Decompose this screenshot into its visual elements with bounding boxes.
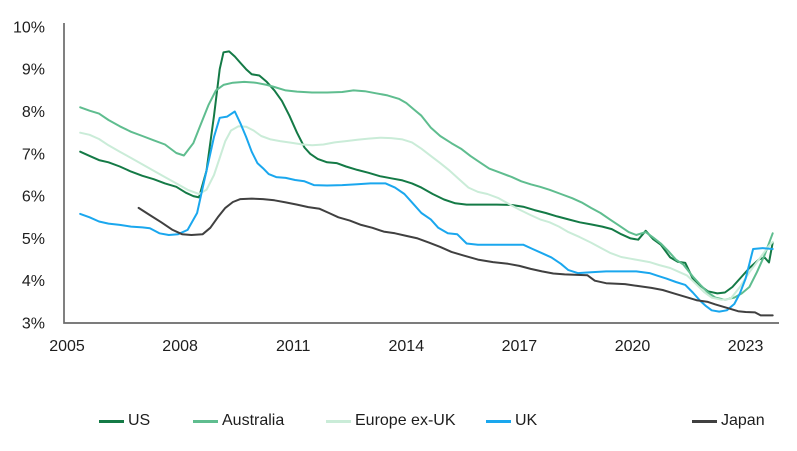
legend-item-japan: Japan — [692, 411, 765, 431]
legend-swatch-europe-ex-uk — [326, 419, 351, 423]
legend-label-australia: Australia — [222, 412, 285, 429]
legend-item-uk: UK — [486, 411, 537, 431]
y-axis-tick-label: 9% — [22, 62, 45, 79]
legend-swatch-japan — [692, 419, 717, 423]
series-line-europe-ex-uk — [79, 125, 774, 301]
series-line-australia — [79, 80, 774, 301]
series-line-us — [79, 50, 774, 295]
x-axis-tick-label: 2011 — [276, 338, 311, 355]
y-axis-tick-label: 5% — [22, 231, 45, 248]
x-axis-tick-label: 2008 — [162, 338, 198, 355]
y-axis-tick-label: 3% — [22, 316, 45, 333]
legend-item-us: US — [99, 411, 150, 431]
legend-item-australia: Australia — [193, 411, 284, 431]
legend-label-japan: Japan — [721, 412, 765, 429]
y-axis-tick-label: 6% — [22, 189, 45, 206]
y-axis-tick-label: 10% — [13, 19, 45, 36]
x-axis-tick-label: 2017 — [502, 338, 538, 355]
x-axis-tick-label: 2023 — [728, 338, 764, 355]
legend-label-uk: UK — [515, 412, 538, 429]
y-axis-tick-label: 7% — [22, 146, 45, 163]
legend-swatch-australia — [193, 419, 218, 423]
x-axis-tick-label: 2005 — [49, 338, 85, 355]
legend-swatch-uk — [486, 419, 511, 423]
legend-item-europe-ex-uk: Europe ex-UK — [326, 411, 456, 431]
x-axis-tick-label: 2020 — [615, 338, 651, 355]
y-axis-tick-label: 4% — [22, 273, 45, 290]
y-axis-tick-label: 8% — [22, 104, 45, 121]
x-axis-tick-label: 2014 — [389, 338, 425, 355]
legend-label-europe-ex-uk: Europe ex-UK — [355, 412, 456, 429]
legend-label-us: US — [128, 412, 151, 429]
legend-swatch-us — [99, 419, 124, 423]
series-line-japan — [137, 197, 774, 317]
axis-lines — [63, 23, 779, 324]
chart-legend: US Australia Europe ex-UK UK Japan — [0, 411, 797, 431]
series-line-uk — [79, 110, 774, 313]
plot-area: 10% 9% 8% 7% 6% 5% 4% 3%2005 2008 2011 2014 2017 202… — [13, 19, 779, 355]
